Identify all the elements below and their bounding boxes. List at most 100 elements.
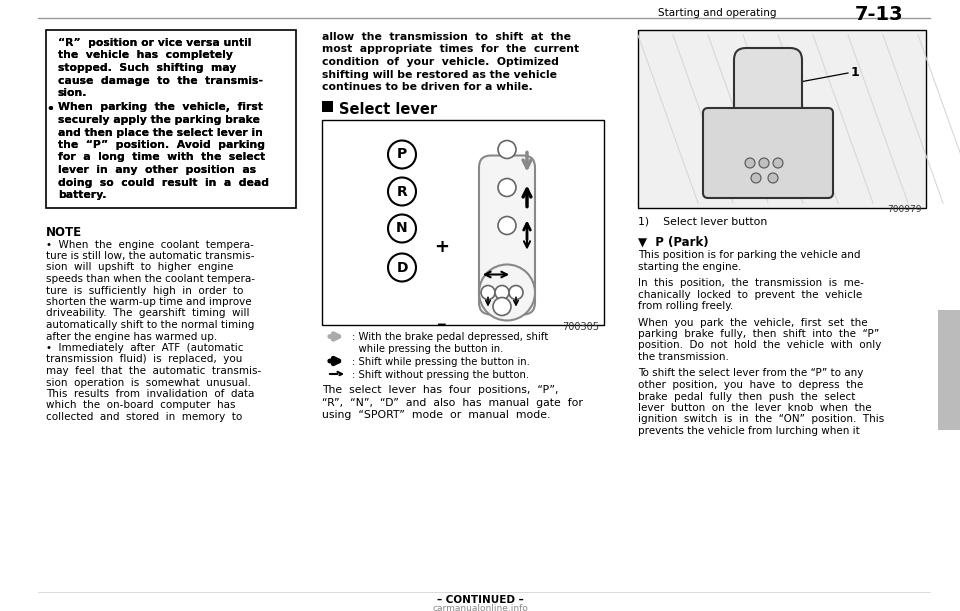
Text: doing  so  could  result  in  a  dead: doing so could result in a dead — [58, 178, 269, 188]
Text: which  the  on-board  computer  has: which the on-board computer has — [46, 400, 235, 411]
Bar — [322, 120, 604, 324]
Text: “R”  position or vice versa until: “R” position or vice versa until — [58, 38, 252, 48]
Text: 1)    Select lever button: 1) Select lever button — [638, 216, 767, 226]
Text: collected  and  stored  in  memory  to: collected and stored in memory to — [46, 412, 242, 422]
Text: most  appropriate  times  for  the  current: most appropriate times for the current — [322, 45, 579, 54]
Text: securely apply the parking brake: securely apply the parking brake — [58, 115, 260, 125]
Circle shape — [495, 285, 509, 299]
Text: Starting and operating: Starting and operating — [658, 8, 777, 18]
Text: When  parking  the  vehicle,  first: When parking the vehicle, first — [58, 103, 263, 112]
Text: the  “P”  position.  Avoid  parking: the “P” position. Avoid parking — [58, 140, 265, 150]
Text: ignition  switch  is  in  the  “ON”  position.  This: ignition switch is in the “ON” position.… — [638, 414, 884, 425]
Circle shape — [388, 214, 416, 243]
Circle shape — [751, 173, 761, 183]
Text: When  you  park  the  vehicle,  first  set  the: When you park the vehicle, first set the — [638, 318, 868, 327]
Text: cause  damage  to  the  transmis-: cause damage to the transmis- — [58, 76, 263, 86]
Text: for  a  long  time  with  the  select: for a long time with the select — [58, 153, 265, 163]
Text: the  “P”  position.  Avoid  parking: the “P” position. Avoid parking — [58, 140, 265, 150]
Bar — [938, 310, 960, 430]
Text: battery.: battery. — [58, 190, 107, 200]
Text: •  When  the  engine  coolant  tempera-: • When the engine coolant tempera- — [46, 240, 253, 249]
Circle shape — [493, 298, 511, 315]
Bar — [322, 100, 333, 111]
Circle shape — [768, 173, 778, 183]
Text: ▼  P (Park): ▼ P (Park) — [638, 236, 708, 249]
Text: “R”  position or vice versa until: “R” position or vice versa until — [58, 38, 252, 48]
Text: transmission  fluid)  is  replaced,  you: transmission fluid) is replaced, you — [46, 354, 242, 365]
Text: ture is still low, the automatic transmis-: ture is still low, the automatic transmi… — [46, 251, 254, 261]
Text: continues to be driven for a while.: continues to be driven for a while. — [322, 82, 533, 92]
Text: other  position,  you  have  to  depress  the: other position, you have to depress the — [638, 380, 863, 390]
Text: after the engine has warmed up.: after the engine has warmed up. — [46, 332, 217, 342]
Text: automatically shift to the normal timing: automatically shift to the normal timing — [46, 320, 254, 330]
Text: and then place the select lever in: and then place the select lever in — [58, 128, 263, 137]
Circle shape — [498, 216, 516, 235]
Text: sion.: sion. — [58, 88, 87, 98]
Text: lever  button  on  the  lever  knob  when  the: lever button on the lever knob when the — [638, 403, 872, 413]
Circle shape — [479, 265, 535, 321]
Text: lever  in  any  other  position  as: lever in any other position as — [58, 165, 256, 175]
Text: driveability.  The  gearshift  timing  will: driveability. The gearshift timing will — [46, 309, 250, 318]
Text: stopped.  Such  shifting  may: stopped. Such shifting may — [58, 63, 236, 73]
Text: : With the brake pedal depressed, shift: : With the brake pedal depressed, shift — [352, 332, 548, 343]
Text: chanically  locked  to  prevent  the  vehicle: chanically locked to prevent the vehicle — [638, 290, 862, 299]
Text: cause  damage  to  the  transmis-: cause damage to the transmis- — [58, 76, 263, 86]
Text: the  vehicle  has  completely: the vehicle has completely — [58, 51, 233, 60]
Text: stopped.  Such  shifting  may: stopped. Such shifting may — [58, 63, 236, 73]
Text: To shift the select lever from the “P” to any: To shift the select lever from the “P” t… — [638, 368, 863, 378]
Text: +: + — [435, 238, 449, 257]
Text: starting the engine.: starting the engine. — [638, 262, 741, 271]
FancyBboxPatch shape — [734, 48, 802, 132]
Text: NOTE: NOTE — [46, 225, 83, 238]
Text: for  a  long  time  with  the  select: for a long time with the select — [58, 153, 265, 163]
Circle shape — [509, 285, 523, 299]
Text: D: D — [396, 260, 408, 274]
Text: •: • — [46, 103, 54, 115]
Text: shifting will be restored as the vehicle: shifting will be restored as the vehicle — [322, 70, 557, 79]
Text: shorten the warm-up time and improve: shorten the warm-up time and improve — [46, 297, 252, 307]
Text: “R”,  “N”,  “D”  and  also  has  manual  gate  for: “R”, “N”, “D” and also has manual gate f… — [322, 398, 583, 408]
Text: P: P — [396, 147, 407, 161]
Text: the  vehicle  has  completely: the vehicle has completely — [58, 51, 233, 60]
Text: the transmission.: the transmission. — [638, 352, 729, 362]
Text: using  “SPORT”  mode  or  manual  mode.: using “SPORT” mode or manual mode. — [322, 410, 550, 420]
Text: sion.: sion. — [58, 88, 87, 98]
Bar — [638, 30, 926, 208]
Text: while pressing the button in.: while pressing the button in. — [352, 344, 503, 354]
Circle shape — [388, 254, 416, 282]
FancyBboxPatch shape — [703, 108, 833, 198]
Circle shape — [759, 158, 769, 168]
Text: The  select  lever  has  four  positions,  “P”,: The select lever has four positions, “P”… — [322, 385, 559, 395]
Text: •: • — [46, 103, 54, 115]
Text: 700305: 700305 — [562, 321, 599, 332]
Text: lever  in  any  other  position  as: lever in any other position as — [58, 165, 256, 175]
Text: doing  so  could  result  in  a  dead: doing so could result in a dead — [58, 178, 269, 188]
Text: sion  will  upshift  to  higher  engine: sion will upshift to higher engine — [46, 263, 233, 273]
Text: : Shift while pressing the button in.: : Shift while pressing the button in. — [352, 357, 530, 367]
Text: from rolling freely.: from rolling freely. — [638, 301, 733, 311]
Circle shape — [388, 178, 416, 205]
Text: carmanualonline.info: carmanualonline.info — [432, 604, 528, 611]
Text: 1: 1 — [851, 67, 860, 79]
Text: speeds than when the coolant tempera-: speeds than when the coolant tempera- — [46, 274, 255, 284]
Text: This  results  from  invalidation  of  data: This results from invalidation of data — [46, 389, 254, 399]
FancyBboxPatch shape — [479, 156, 535, 315]
Text: •  Immediately  after  ATF  (automatic: • Immediately after ATF (automatic — [46, 343, 244, 353]
Text: 7-13: 7-13 — [855, 5, 903, 24]
Text: In  this  position,  the  transmission  is  me-: In this position, the transmission is me… — [638, 278, 864, 288]
Circle shape — [388, 141, 416, 169]
Text: securely apply the parking brake: securely apply the parking brake — [58, 115, 260, 125]
Text: : Shift without pressing the button.: : Shift without pressing the button. — [352, 370, 529, 380]
Text: allow  the  transmission  to  shift  at  the: allow the transmission to shift at the — [322, 32, 571, 42]
Text: prevents the vehicle from lurching when it: prevents the vehicle from lurching when … — [638, 426, 860, 436]
Text: and then place the select lever in: and then place the select lever in — [58, 128, 263, 137]
Text: 700979: 700979 — [887, 205, 922, 214]
Text: When  parking  the  vehicle,  first: When parking the vehicle, first — [58, 103, 263, 112]
Text: ture  is  sufficiently  high  in  order  to: ture is sufficiently high in order to — [46, 285, 244, 296]
Text: – CONTINUED –: – CONTINUED – — [437, 595, 523, 605]
Text: R: R — [396, 185, 407, 199]
Circle shape — [745, 158, 755, 168]
Bar — [46, 30, 296, 208]
Text: condition  of  your  vehicle.  Optimized: condition of your vehicle. Optimized — [322, 57, 559, 67]
Text: brake  pedal  fully  then  push  the  select: brake pedal fully then push the select — [638, 392, 855, 401]
